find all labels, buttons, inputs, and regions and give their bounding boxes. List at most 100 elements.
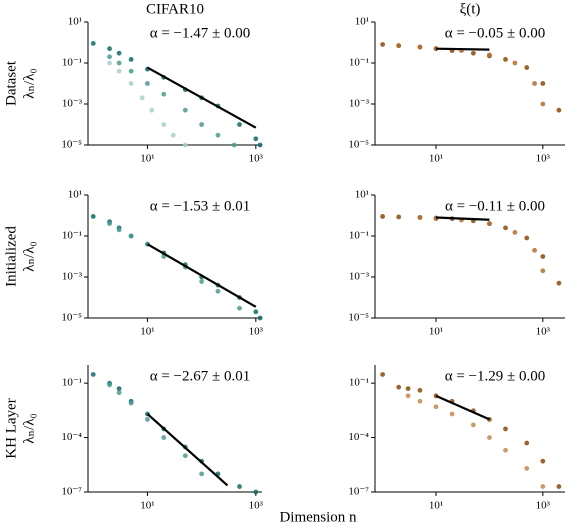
x-tick-label: 10¹ [429,153,443,165]
y-tick-label: 10⁻¹ [349,230,369,242]
data-point [405,393,411,399]
data-point [199,279,205,284]
data-point [487,52,492,58]
data-point [161,122,167,127]
data-point [532,247,537,253]
data-point [540,458,546,464]
data-point [107,382,112,388]
data-point [107,46,112,52]
plot-area [90,41,263,148]
data-point [139,95,145,101]
data-point [556,107,562,113]
data-point [257,142,263,148]
data-point [524,65,530,70]
data-point [128,81,134,86]
data-point [380,214,386,219]
data-point [417,215,423,220]
data-point [145,417,150,422]
y-tick-label: 10¹ [68,189,82,201]
data-point [182,142,188,148]
data-point [182,453,188,459]
y-tick-label: 10⁻⁵ [61,312,82,324]
y-tick-label: 10⁻⁴ [348,431,369,443]
annotation: α = −1.53 ± 0.01 [150,198,251,214]
data-point [107,54,112,60]
plot-area [90,214,263,321]
data-point [116,60,122,66]
y-tick-label: 10⁻¹ [62,230,82,242]
data-point [396,384,402,390]
fit-line [146,243,257,308]
data-point [503,447,508,453]
x-tick-label: 10¹ [140,326,154,338]
data-point [128,233,134,239]
data-point [503,56,508,62]
data-point [90,41,96,46]
plot-area [380,214,562,286]
data-point [380,42,386,47]
y-tick-label: 10¹ [68,16,82,28]
data-point [487,435,492,440]
row-label: Initialized [3,226,19,287]
annotation: α = −0.05 ± 0.00 [445,25,546,41]
y-tick-label: 10⁻¹ [62,377,82,389]
y-tick-label: 10⁻³ [62,271,83,283]
data-point [128,68,134,74]
data-point [470,422,476,428]
y-axis-label: λₙ/λ₀ [21,241,37,271]
data-point [237,122,242,127]
data-point [512,229,518,235]
x-tick-label: 10¹ [429,326,443,338]
data-point [128,400,134,406]
data-point [231,142,237,148]
row-label: Dataset [3,60,19,106]
column-title: ξ(t) [460,1,481,17]
data-point [257,315,263,321]
data-point [215,288,221,294]
y-tick-label: 10⁻³ [349,98,370,110]
row-label: KH Layer [3,398,19,458]
x-tick-label: 10¹ [429,500,443,512]
data-point [199,122,205,127]
data-point [556,484,562,489]
data-point [116,50,122,56]
x-tick-label: 10³ [249,500,264,512]
data-point [90,214,96,219]
data-point [253,309,259,315]
data-point [215,132,221,138]
data-point [540,268,546,274]
y-axis-label: λₙ/λ₀ [21,68,37,98]
y-tick-label: 10⁻³ [349,271,370,283]
x-tick-label: 10¹ [140,500,154,512]
data-point [503,225,508,231]
data-point [161,435,167,440]
data-point [540,101,546,107]
data-point [380,372,386,377]
data-point [540,484,546,489]
column-title: CIFAR10 [146,1,204,17]
x-tick-label: 10³ [249,153,264,165]
annotation: α = −2.67 ± 0.01 [150,368,251,384]
y-tick-label: 10⁻³ [62,98,83,110]
y-tick-label: 10⁻⁵ [348,139,369,151]
y-tick-label: 10⁻¹ [349,57,369,69]
data-point [417,44,423,50]
data-point [116,390,122,396]
fit-line [436,47,490,51]
data-point [116,227,122,233]
y-tick-label: 10⁻⁵ [61,139,82,151]
data-point [145,81,150,86]
data-point [237,484,242,489]
data-point [487,221,492,227]
x-axis-label: Dimension n [279,509,357,525]
fit-line [435,216,490,221]
data-point [161,91,167,97]
data-point [433,46,439,52]
annotation: α = −1.47 ± 0.00 [150,25,251,41]
y-tick-label: 10¹ [355,189,369,201]
data-point [107,60,112,66]
data-point [449,411,455,417]
data-point [405,386,411,392]
data-point [540,254,546,259]
